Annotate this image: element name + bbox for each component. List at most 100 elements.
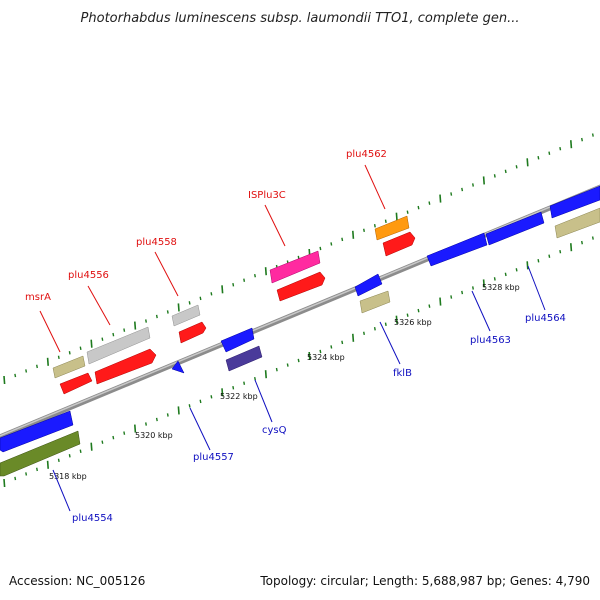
track-tick	[472, 183, 474, 187]
track-tick	[526, 158, 529, 167]
track-tick	[155, 417, 158, 422]
track-tick	[177, 406, 180, 415]
forward-genes	[52, 185, 600, 395]
track-tick	[363, 331, 365, 336]
track-tick	[232, 386, 235, 390]
gene-cysQ[interactable]	[225, 345, 263, 372]
track-tick	[3, 478, 6, 488]
track-tick	[264, 267, 267, 276]
track-tick	[384, 219, 387, 223]
track-tick	[166, 310, 169, 314]
gene-plu4554-olive[interactable]	[0, 430, 81, 477]
label-msrA[interactable]: msrA	[25, 292, 51, 303]
gene-msrA-cds[interactable]	[59, 372, 93, 395]
gene-plu4558-cds[interactable]	[178, 321, 207, 344]
track-tick	[123, 431, 126, 435]
gene-plu4564[interactable]	[485, 211, 545, 246]
label-fklB[interactable]: fklB	[393, 368, 412, 379]
top-label-leaders	[39, 164, 386, 353]
genome-summary: Topology: circular; Length: 5,688,987 bp…	[259, 574, 590, 588]
track-tick	[526, 261, 529, 270]
track-tick	[450, 295, 453, 299]
gene-plu4556-cds[interactable]	[94, 348, 157, 385]
track-tick	[559, 146, 562, 151]
ruler-label-5322: 5322 kbp	[220, 392, 258, 401]
track-tick	[3, 375, 6, 385]
gene-msrA[interactable]	[52, 355, 86, 379]
gene-right-khaki[interactable]	[554, 207, 600, 239]
track-tick	[90, 339, 93, 348]
label-plu4564[interactable]: plu4564	[525, 313, 566, 324]
track-tick	[79, 346, 82, 350]
accession-text: Accession: NC_005126	[9, 574, 145, 588]
gene-ISPlu3C[interactable]	[269, 250, 321, 284]
track-tick	[373, 327, 376, 331]
track-tick	[188, 404, 191, 408]
track-tick	[254, 273, 256, 278]
track-tick	[57, 355, 60, 360]
track-tick	[68, 351, 71, 355]
gene-plu4563[interactable]	[426, 232, 488, 267]
label-plu4562[interactable]: plu4562	[346, 149, 387, 160]
gene-ISPlu3C-cds[interactable]	[276, 271, 326, 302]
track-tick	[395, 315, 398, 324]
gene-fklB-blue[interactable]	[354, 273, 383, 297]
track-tick	[352, 230, 355, 239]
gene-plu4558[interactable]	[171, 304, 201, 327]
track-tick	[570, 243, 573, 252]
track-tick	[319, 246, 322, 251]
label-plu4554[interactable]: plu4554	[72, 513, 113, 524]
ruler-label-5328: 5328 kbp	[482, 283, 520, 292]
track-tick	[591, 236, 594, 240]
gene-plu4554-blue[interactable]	[0, 410, 74, 453]
label-plu4558[interactable]: plu4558	[136, 237, 177, 248]
track-tick	[90, 442, 93, 451]
track-tick	[428, 201, 431, 205]
track-tick	[341, 340, 344, 345]
track-tick	[57, 458, 60, 463]
label-plu4563[interactable]: plu4563	[470, 335, 511, 346]
track-tick	[428, 304, 431, 308]
track-tick	[373, 224, 376, 228]
track-tick	[286, 363, 289, 367]
gene-fklB[interactable]	[359, 290, 391, 314]
upper-dotted-track	[3, 133, 594, 385]
track-tick	[504, 272, 507, 277]
track-tick	[537, 156, 540, 160]
label-ISPlu3C[interactable]: ISPlu3C	[248, 190, 286, 201]
ruler-label-5320: 5320 kbp	[135, 431, 173, 440]
track-tick	[384, 322, 387, 326]
track-tick	[79, 449, 82, 453]
track-tick	[591, 133, 594, 137]
gene-plu4556[interactable]	[86, 326, 151, 365]
track-tick	[36, 364, 38, 369]
track-tick	[450, 192, 453, 196]
gene-right-blue-1[interactable]	[549, 185, 600, 219]
track-tick	[493, 277, 496, 281]
track-tick	[515, 165, 518, 169]
gene-plu4557[interactable]	[171, 360, 185, 374]
track-tick	[341, 237, 344, 242]
gene-plu4562-cds[interactable]	[382, 231, 416, 257]
track-tick	[221, 388, 224, 397]
gene-plu4562[interactable]	[374, 215, 410, 241]
track-tick	[482, 279, 485, 288]
track-tick	[134, 424, 137, 433]
reverse-genes	[0, 211, 545, 477]
gene-cysQ-blue[interactable]	[220, 327, 255, 353]
label-cysQ[interactable]: cysQ	[262, 425, 287, 436]
track-tick	[36, 467, 38, 472]
track-tick	[352, 333, 355, 342]
track-tick	[101, 440, 104, 444]
label-plu4557[interactable]: plu4557	[193, 452, 234, 463]
track-tick	[188, 301, 191, 305]
label-plu4556[interactable]: plu4556	[68, 270, 109, 281]
track-tick	[14, 476, 17, 481]
track-tick	[243, 278, 246, 282]
track-tick	[254, 376, 256, 381]
track-tick	[25, 369, 28, 373]
genome-backbone	[0, 184, 600, 440]
track-tick	[417, 308, 420, 313]
track-tick	[123, 328, 126, 332]
track-tick	[581, 137, 583, 142]
